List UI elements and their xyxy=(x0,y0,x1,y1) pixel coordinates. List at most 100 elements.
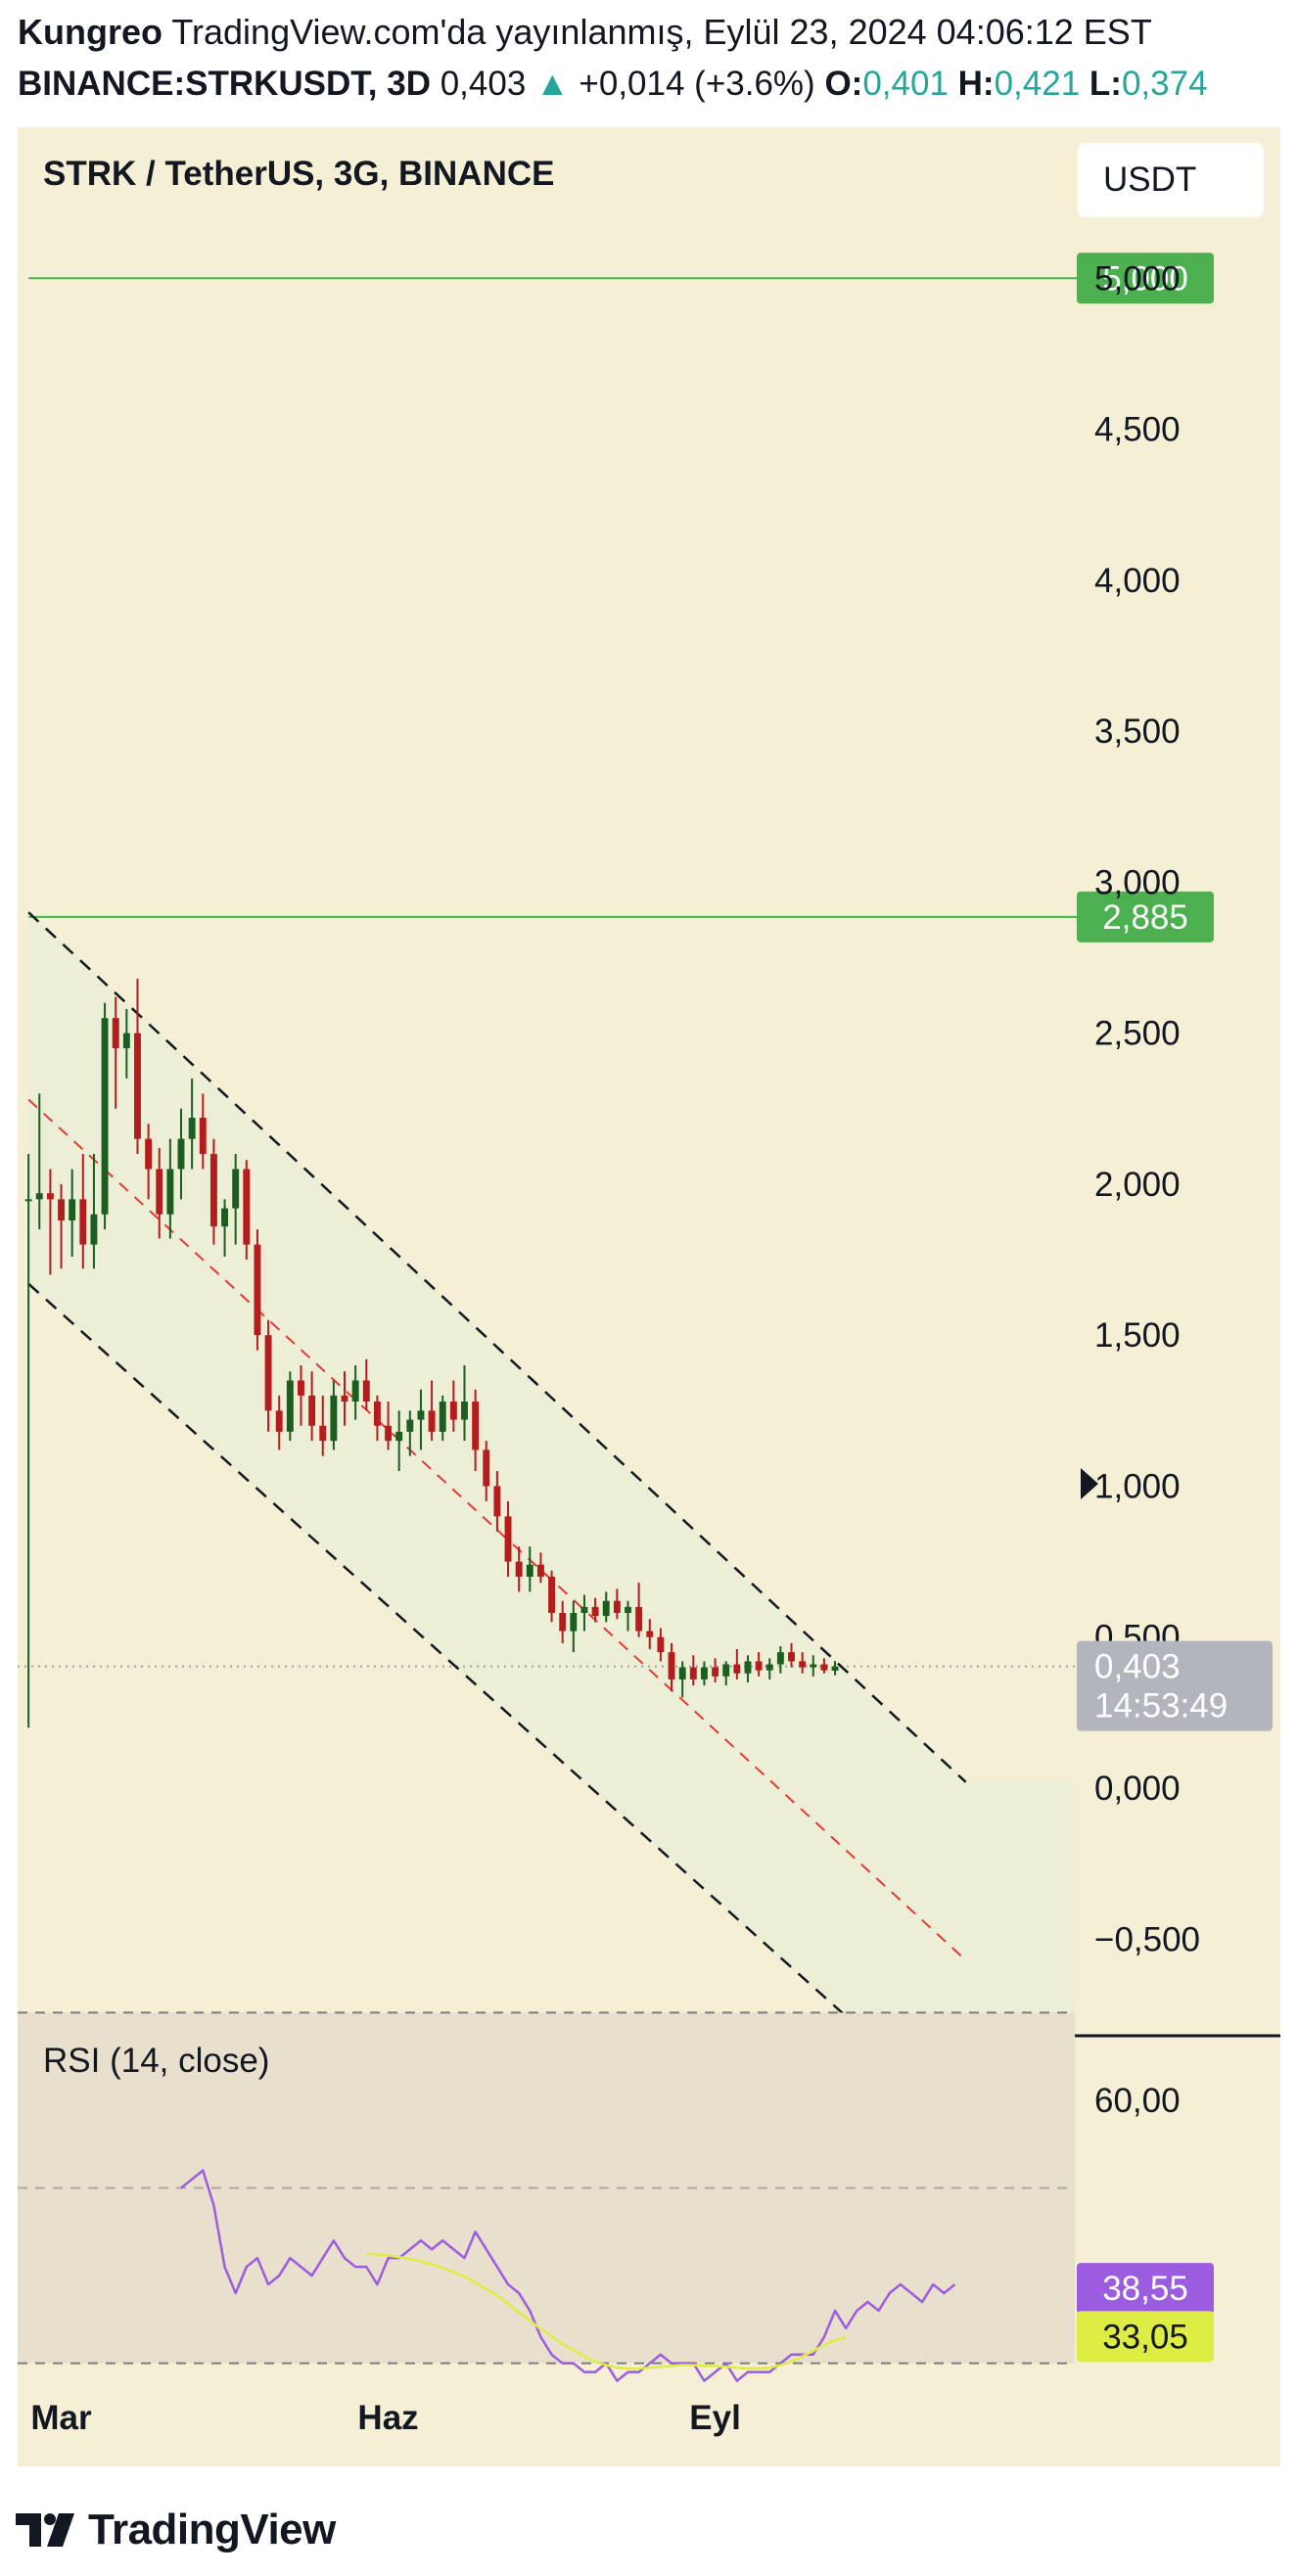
price-change: +0,014 (+3.6%) xyxy=(579,65,815,103)
candle-body xyxy=(101,1018,109,1215)
chart-canvas[interactable]: 5,000 2,885 5,000 4,500 4,000 3,500 3,000 2,500… xyxy=(18,127,1280,2466)
rsi-value-label: 38,55 xyxy=(1102,2270,1188,2308)
low-label: L: xyxy=(1089,65,1122,103)
chart-panel[interactable]: 5,000 2,885 5,000 4,500 4,000 3,500 3,000 2,500… xyxy=(18,127,1280,2466)
candle-body xyxy=(799,1661,807,1668)
candle-body xyxy=(298,1380,304,1396)
footer-brand: TradingView xyxy=(88,2506,336,2553)
open-value: 0,401 xyxy=(862,65,949,103)
open-label: O: xyxy=(824,65,863,103)
candle-body xyxy=(243,1169,251,1245)
y-tick-label: 0,000 xyxy=(1094,1770,1181,1808)
candle-body xyxy=(308,1395,316,1426)
candle-body xyxy=(548,1577,556,1614)
candle-body xyxy=(776,1652,784,1665)
candle-body xyxy=(678,1667,686,1679)
tradingview-logo-icon xyxy=(16,2513,74,2547)
candle-body xyxy=(591,1606,599,1617)
rsi-title[interactable]: RSI (14, close) xyxy=(43,2042,270,2080)
candle-body xyxy=(712,1667,719,1677)
candle-body xyxy=(24,1199,32,1202)
level-label-bg xyxy=(1077,253,1214,304)
current-price-label: 0,403 xyxy=(1094,1648,1181,1686)
candle-body xyxy=(351,1380,359,1403)
last-price: 0,403 xyxy=(440,65,527,103)
candle-body xyxy=(319,1425,327,1442)
y-tick-label: −0,500 xyxy=(1094,1920,1200,1958)
candle-body xyxy=(35,1193,43,1200)
candle-body xyxy=(385,1425,393,1442)
candle-body xyxy=(373,1402,381,1426)
candle-body xyxy=(755,1661,763,1671)
candle-body xyxy=(275,1410,283,1432)
rsi-value-label-bg xyxy=(1077,2311,1214,2363)
publish-line: Kungreo TradingView.com'da yayınlanmış, … xyxy=(18,12,1152,53)
candle-body xyxy=(428,1410,436,1432)
scroll-right-icon xyxy=(1081,1468,1098,1499)
candle-body xyxy=(700,1667,708,1679)
candle-body xyxy=(406,1419,414,1432)
candle-body xyxy=(330,1395,338,1442)
rsi-value-label: 33,05 xyxy=(1102,2318,1188,2356)
candle-body xyxy=(461,1402,468,1420)
publish-info: TradingView.com'da yayınlanmış, Eylül 23… xyxy=(171,12,1152,52)
x-tick-label: Haz xyxy=(357,2399,418,2437)
level-label: 5,000 xyxy=(1102,259,1188,298)
footer: TradingView xyxy=(16,2506,336,2554)
candle-body xyxy=(483,1449,490,1487)
pane-title: STRK / TetherUS, 3G, BINANCE xyxy=(43,155,555,193)
candle-body xyxy=(341,1395,348,1403)
candle-body xyxy=(493,1486,501,1517)
currency-button[interactable]: USDT xyxy=(1078,143,1264,217)
y-tick-label: 5,000 xyxy=(1094,259,1181,298)
level-label-bg xyxy=(1077,891,1214,943)
candle-body xyxy=(689,1667,697,1679)
channel-fill xyxy=(28,912,1075,2036)
candle-body xyxy=(625,1606,631,1614)
candle-body xyxy=(657,1636,665,1653)
level-label: 2,885 xyxy=(1102,898,1188,937)
y-tick-label: 1,500 xyxy=(1094,1316,1181,1355)
y-tick-label: 4,000 xyxy=(1094,562,1181,600)
symbol-label: BINANCE:STRKUSDT, 3D xyxy=(18,65,431,103)
candle-body xyxy=(254,1244,261,1336)
high-label: H: xyxy=(957,65,995,103)
y-tick-label: 3,000 xyxy=(1094,863,1181,901)
candle-body xyxy=(765,1664,773,1671)
channel-upper-line xyxy=(27,911,967,1783)
candle-body xyxy=(58,1199,65,1220)
rsi-line xyxy=(180,2169,956,2382)
candle-body xyxy=(232,1169,240,1209)
candle-body xyxy=(221,1208,228,1227)
y-tick-label: 4,500 xyxy=(1094,411,1181,449)
candle-body xyxy=(831,1666,839,1671)
candle-body xyxy=(286,1380,294,1432)
candle-body xyxy=(635,1606,643,1632)
candle-body xyxy=(209,1154,217,1227)
candle-body xyxy=(722,1664,730,1677)
candle-body xyxy=(417,1410,425,1420)
candle-body xyxy=(570,1613,578,1632)
candle-body xyxy=(145,1138,153,1170)
candle-body xyxy=(646,1631,654,1637)
candle-body xyxy=(820,1664,828,1671)
candle-body xyxy=(395,1431,403,1442)
current-price-label-bg xyxy=(1077,1640,1273,1731)
rsi-ma-line xyxy=(366,2252,847,2370)
candle-body xyxy=(668,1652,675,1679)
author-name[interactable]: Kungreo xyxy=(18,12,162,52)
low-value: 0,374 xyxy=(1121,65,1208,103)
candle-body xyxy=(515,1561,523,1578)
candle-body xyxy=(156,1169,163,1215)
candle-body xyxy=(526,1564,533,1578)
candle-body xyxy=(788,1652,795,1662)
candle-body xyxy=(449,1402,457,1420)
candle-body xyxy=(166,1169,174,1215)
candle-body xyxy=(744,1661,752,1674)
symbol-line: BINANCE:STRKUSDT, 3D 0,403 ▲ +0,014 (+3.… xyxy=(18,65,1208,104)
candle-body xyxy=(69,1199,76,1220)
candle-body xyxy=(362,1380,370,1403)
candle-body xyxy=(733,1664,741,1674)
candle-body xyxy=(112,1018,119,1049)
candle-body xyxy=(602,1600,610,1617)
